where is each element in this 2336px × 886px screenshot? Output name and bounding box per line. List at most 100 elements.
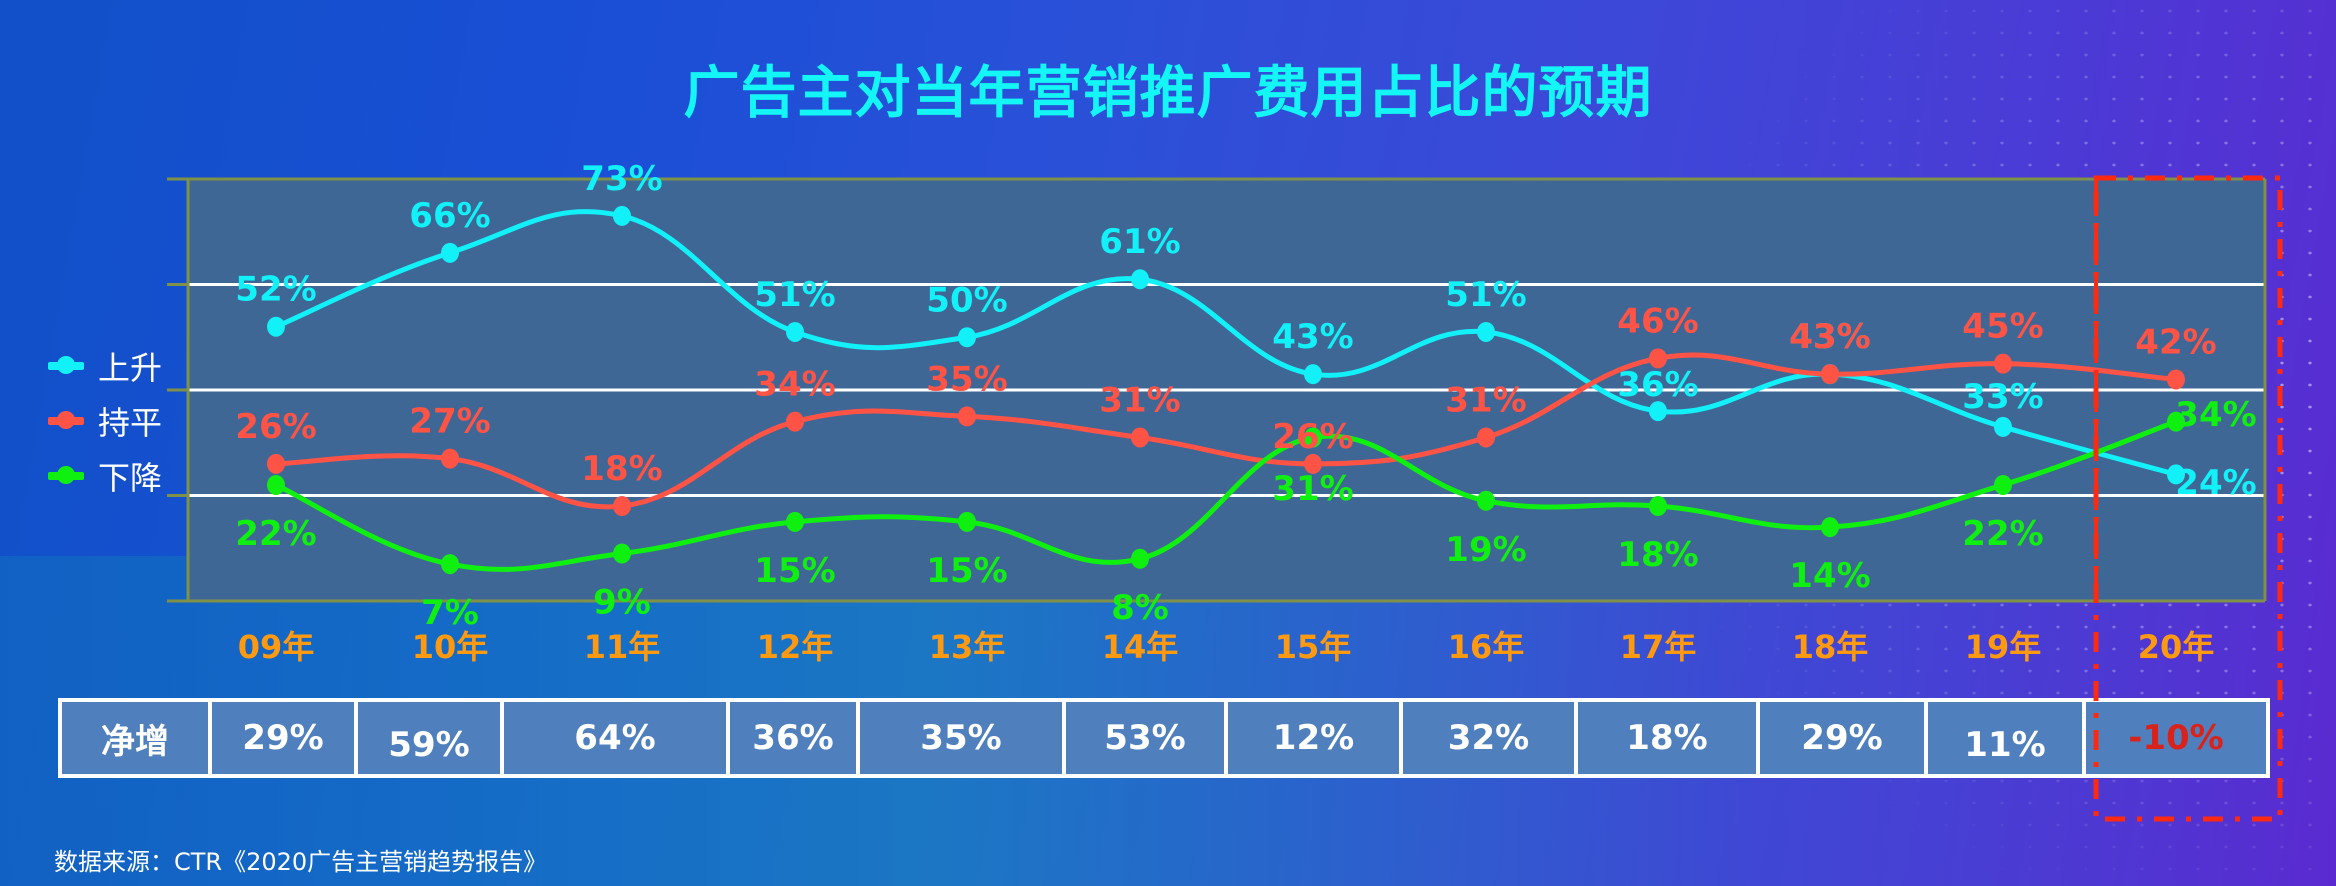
data-label: 45% (1962, 307, 2043, 347)
data-point (1649, 401, 1667, 422)
data-label: 22% (1962, 514, 2043, 554)
data-label: 50% (926, 280, 1007, 320)
series-line (275, 352, 2177, 510)
table-cell: 53% (1066, 702, 1224, 774)
data-label: 73% (581, 159, 662, 199)
data-point (786, 511, 804, 532)
data-point (1994, 353, 2012, 374)
data-point (1304, 364, 1322, 385)
data-point (441, 448, 459, 469)
x-axis-label: 18年 (1792, 628, 1869, 666)
data-point (786, 321, 804, 342)
data-point (267, 316, 285, 337)
data-label: 46% (1617, 301, 1698, 341)
data-label: 22% (235, 514, 316, 554)
legend-item-fall: 下降 (48, 448, 162, 503)
data-point (1477, 321, 1495, 342)
table-cell: 29% (1760, 702, 1924, 774)
x-axis-label: 10年 (412, 628, 489, 666)
legend-label: 上升 (98, 348, 163, 387)
data-label: 26% (1272, 417, 1353, 457)
data-point (1477, 427, 1495, 448)
data-point (958, 406, 976, 427)
data-point (786, 411, 804, 432)
x-axis-label: 16年 (1448, 628, 1525, 666)
data-point (1821, 364, 1839, 385)
table-cell: 29% (212, 702, 354, 774)
x-axis-label: 11年 (584, 628, 661, 666)
legend-label: 持平 (98, 403, 163, 442)
data-label: 34% (2175, 395, 2256, 435)
data-label: 27% (409, 402, 490, 442)
data-point (613, 543, 631, 564)
data-label: 43% (1789, 317, 1870, 357)
legend-marker-icon (48, 465, 84, 484)
x-axis-label: 19年 (1965, 628, 2042, 666)
data-point (958, 327, 976, 348)
data-label: 31% (1099, 380, 1180, 420)
data-point (1304, 453, 1322, 474)
data-point (441, 242, 459, 263)
data-label: 34% (754, 365, 835, 405)
chart-title: 广告主对当年营销推广费用占比的预期 (683, 61, 1653, 126)
legend-item-flat: 持平 (48, 393, 162, 448)
table-cell: 64% (504, 702, 726, 774)
data-point (1304, 427, 1322, 448)
data-label: 33% (1962, 377, 2043, 417)
data-label: 42% (2135, 322, 2216, 362)
x-axis-label: 17年 (1620, 628, 1697, 666)
data-point (613, 496, 631, 517)
legend-label: 下降 (98, 458, 163, 497)
data-label: 15% (926, 551, 1007, 591)
data-point (958, 511, 976, 532)
x-axis-label: 12年 (757, 628, 834, 666)
table-cell: 12% (1228, 702, 1399, 774)
table-cell: 35% (860, 702, 1062, 774)
data-point (441, 554, 459, 575)
table-cell: 11% (1928, 702, 2082, 774)
data-label: 61% (1099, 222, 1180, 262)
legend: 上升 持平 下降 (48, 338, 162, 503)
data-point (2167, 369, 2185, 390)
data-source-note: 数据来源：CTR《2020广告主营销趋势报告》 (54, 848, 548, 876)
net-increase-table: 净增 29% 59% 64% 36% 35% 53% 12% 32% 18% 2… (58, 698, 2270, 778)
data-label: 18% (581, 449, 662, 489)
data-label: 51% (1445, 275, 1526, 315)
data-label: 43% (1272, 317, 1353, 357)
data-label: 52% (235, 270, 316, 310)
data-label: 31% (1272, 469, 1353, 509)
data-label: 9% (593, 583, 651, 623)
table-cell: 18% (1578, 702, 1756, 774)
data-label: 36% (1617, 365, 1698, 405)
data-label: 14% (1789, 556, 1870, 596)
x-axis-label: 20年 (2138, 628, 2215, 666)
data-point (1131, 548, 1149, 569)
series-line (274, 419, 2177, 572)
x-axis-label: 15年 (1275, 628, 1352, 666)
table-cell-negative: -10% (2086, 702, 2266, 774)
data-point (1994, 416, 2012, 437)
data-label: 51% (754, 275, 835, 315)
table-cell: 36% (730, 702, 856, 774)
data-point (1821, 517, 1839, 538)
data-label: 18% (1617, 535, 1698, 575)
data-point (1477, 490, 1495, 511)
data-point (1131, 427, 1149, 448)
data-point (613, 205, 631, 226)
data-point (267, 474, 285, 495)
data-label: 26% (235, 407, 316, 447)
data-point (1994, 474, 2012, 495)
data-point (1131, 269, 1149, 290)
legend-marker-icon (48, 410, 84, 429)
legend-item-rise: 上升 (48, 338, 162, 393)
data-point (1649, 348, 1667, 369)
table-cell: 32% (1403, 702, 1574, 774)
data-label: 7% (421, 593, 479, 633)
data-label: 8% (1111, 588, 1169, 628)
data-label: 66% (409, 196, 490, 236)
data-label: 19% (1445, 530, 1526, 570)
data-point (1649, 496, 1667, 517)
table-row-header: 净增 (62, 702, 208, 774)
x-axis-label: 13年 (929, 628, 1006, 666)
x-axis-label: 14年 (1102, 628, 1179, 666)
